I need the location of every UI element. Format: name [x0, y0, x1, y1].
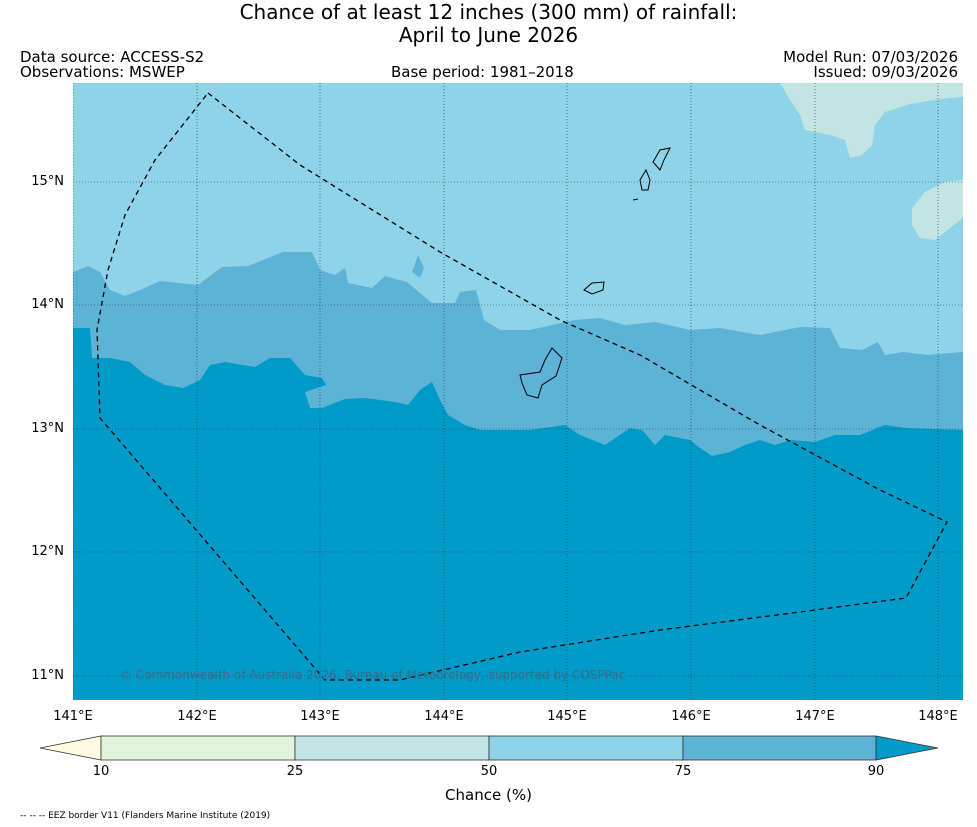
colorbar-tick-label: 10	[92, 764, 110, 779]
colorbar-segment	[488, 735, 684, 761]
island-saipan	[639, 168, 651, 191]
island-rota	[583, 281, 605, 295]
colorbar-tick-label: 90	[867, 764, 885, 779]
island-anatahan	[652, 147, 671, 171]
islands	[519, 147, 671, 399]
region-75-90-islet	[412, 255, 424, 278]
longitude-label: 141°E	[53, 709, 93, 724]
issued-text: Issued: 09/03/2026	[813, 63, 958, 81]
map-area	[73, 83, 963, 700]
latitude-label: 11°N	[31, 668, 64, 683]
longitude-label: 144°E	[424, 709, 464, 724]
chart-title-line1: Chance of at least 12 inches (300 mm) of…	[239, 0, 738, 24]
colorbar-low-extension	[39, 735, 102, 761]
observations-text: Observations: MSWEP	[20, 63, 185, 81]
latitude-label: 15°N	[31, 174, 64, 189]
eez-border	[96, 92, 948, 681]
region-25-50-east	[912, 180, 963, 240]
region-90-plus	[73, 328, 963, 700]
region-25-50-north	[780, 83, 963, 158]
longitude-label: 142°E	[177, 709, 217, 724]
latitude-label: 13°N	[31, 421, 64, 436]
longitude-label: 147°E	[795, 709, 835, 724]
chart-title-line2: April to June 2026	[398, 23, 579, 47]
latitude-label: 14°N	[31, 297, 64, 312]
colorbar-tick-label: 75	[674, 764, 692, 779]
longitude-label: 143°E	[300, 709, 340, 724]
colorbar-segment	[100, 735, 296, 761]
eez-note: -- -- -- EEZ border V11 (Flanders Marine…	[20, 811, 271, 821]
colorbar-segment	[294, 735, 490, 761]
island-aguijan	[632, 198, 639, 201]
longitude-label: 146°E	[671, 709, 711, 724]
island-guam	[519, 347, 563, 399]
latitude-label: 12°N	[31, 544, 64, 559]
colorbar-high-extension	[875, 735, 939, 761]
longitude-label: 145°E	[547, 709, 587, 724]
gridlines	[73, 83, 963, 700]
base-period-text: Base period: 1981–2018	[391, 63, 574, 81]
colorbar-title: Chance (%)	[445, 786, 532, 804]
data-source-text: Data source: ACCESS-S2	[20, 48, 205, 66]
longitude-label: 148°E	[918, 709, 958, 724]
model-run-text: Model Run: 07/03/2026	[783, 48, 958, 66]
colorbar-tick-label: 50	[480, 764, 498, 779]
colorbar-segment	[682, 735, 877, 761]
colorbar	[39, 735, 939, 761]
copyright-text: © Commonwealth of Australia 2026, Bureau…	[120, 668, 626, 682]
colorbar-tick-label: 25	[286, 764, 304, 779]
